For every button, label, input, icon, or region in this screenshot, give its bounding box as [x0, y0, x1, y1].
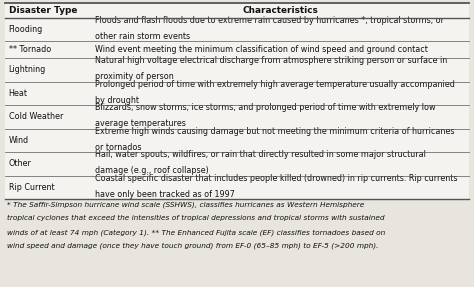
Text: Hail, water spouts, wildfires, or rain that directly resulted in some major stru: Hail, water spouts, wildfires, or rain t…: [95, 150, 426, 159]
Text: Extreme high winds causing damage but not meeting the minimum criteria of hurric: Extreme high winds causing damage but no…: [95, 127, 454, 136]
Text: Rip Current: Rip Current: [9, 183, 54, 192]
Text: other rain storm events: other rain storm events: [95, 32, 190, 41]
Text: Wind event meeting the minimum classification of wind speed and ground contact: Wind event meeting the minimum classific…: [95, 45, 428, 54]
Text: Heat: Heat: [9, 89, 27, 98]
Text: Disaster Type: Disaster Type: [9, 6, 77, 15]
Text: Prolonged period of time with extremely high average temperature usually accompa: Prolonged period of time with extremely …: [95, 80, 455, 89]
Text: winds of at least 74 mph (Category 1). ** The Enhanced Fujita scale (EF) classif: winds of at least 74 mph (Category 1). *…: [7, 229, 385, 236]
Text: by drought: by drought: [95, 96, 139, 105]
Text: have only been tracked as of 1997: have only been tracked as of 1997: [95, 190, 235, 199]
Text: Blizzards, snow storms, ice storms, and prolonged period of time with extremely : Blizzards, snow storms, ice storms, and …: [95, 103, 435, 112]
Text: wind speed and damage (once they have touch ground) from EF-0 (65–85 mph) to EF-: wind speed and damage (once they have to…: [7, 243, 379, 249]
Text: Lightning: Lightning: [9, 65, 46, 74]
Text: tropical cyclones that exceed the intensities of tropical depressions and tropic: tropical cyclones that exceed the intens…: [7, 215, 384, 221]
Text: damage (e.g., roof collapse): damage (e.g., roof collapse): [95, 166, 209, 175]
Text: Cold Weather: Cold Weather: [9, 112, 63, 121]
Text: or tornados: or tornados: [95, 143, 141, 152]
Text: * The Saffir-Simpson hurricane wind scale (SSHWS), classifies hurricanes as West: * The Saffir-Simpson hurricane wind scal…: [7, 201, 365, 208]
Text: Natural high voltage electrical discharge from atmosphere striking person or sur: Natural high voltage electrical discharg…: [95, 56, 447, 65]
Text: Floods and flash floods due to extreme rain caused by hurricanes *, tropical sto: Floods and flash floods due to extreme r…: [95, 16, 444, 25]
Bar: [5, 3, 469, 199]
Text: Flooding: Flooding: [9, 25, 43, 34]
Text: average temperatures: average temperatures: [95, 119, 186, 128]
Text: Coastal specific disaster that includes people killed (drowned) in rip currents.: Coastal specific disaster that includes …: [95, 174, 457, 183]
Text: Wind: Wind: [9, 136, 28, 145]
Text: ** Tornado: ** Tornado: [9, 45, 51, 54]
Text: Characteristics: Characteristics: [243, 6, 319, 15]
Text: Other: Other: [9, 159, 31, 168]
Text: proximity of person: proximity of person: [95, 72, 173, 81]
